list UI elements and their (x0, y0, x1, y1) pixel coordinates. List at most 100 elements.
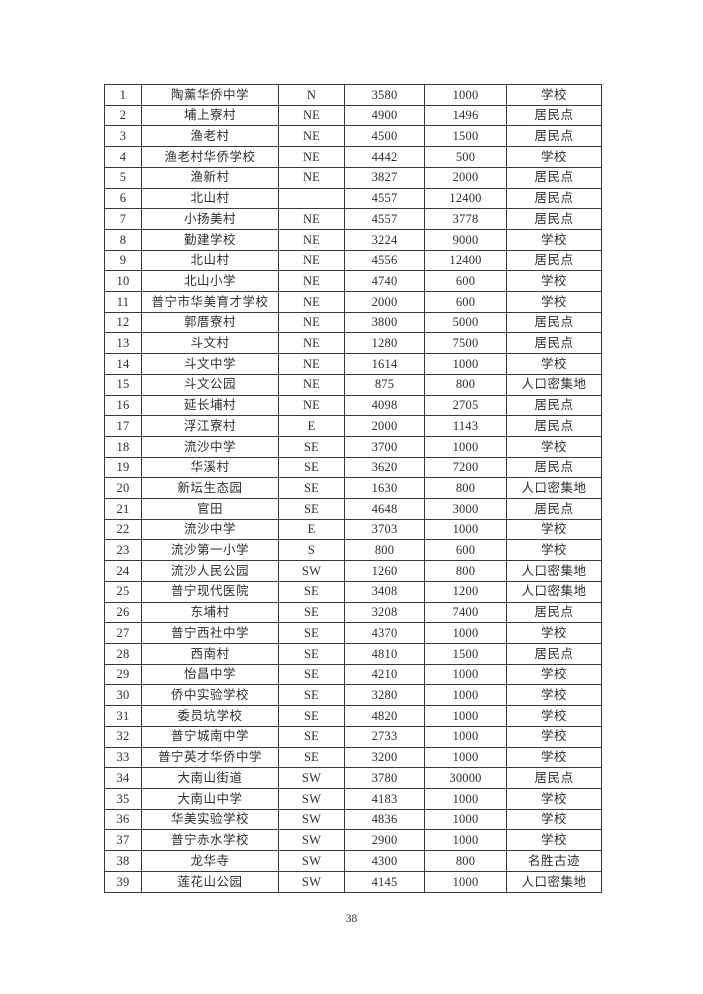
cell-value-2: 600 (424, 291, 507, 313)
table-row: 8 勤建学校 NE 3224 9000 学校 (104, 228, 602, 251)
cell-value-1: 3800 (344, 311, 425, 334)
cell-value-1: 3580 (344, 84, 425, 106)
cell-serial-number: 11 (104, 291, 142, 313)
cell-category: 学校 (506, 539, 602, 562)
table-row: 15 斗文公园 NE 875 800 人口密集地 (104, 373, 602, 396)
cell-direction: SE (278, 601, 345, 624)
cell-category: 学校 (506, 829, 602, 852)
table-row: 13 斗文村 NE 1280 7500 居民点 (104, 332, 602, 355)
table-row: 12 郭厝寮村 NE 3800 5000 居民点 (104, 311, 602, 334)
table-row: 35 大南山中学 SW 4183 1000 学校 (104, 787, 602, 810)
table-row: 30 侨中实验学校 SE 3280 1000 学校 (104, 684, 602, 707)
cell-value-1: 1630 (344, 477, 425, 500)
cell-category: 学校 (506, 353, 602, 375)
cell-serial-number: 18 (104, 435, 142, 458)
cell-category: 学校 (506, 684, 602, 707)
cell-direction: SE (278, 642, 345, 665)
cell-direction: NE (278, 125, 345, 148)
cell-serial-number: 34 (104, 767, 142, 789)
cell-serial-number: 14 (104, 353, 142, 375)
cell-value-1: 4500 (344, 125, 425, 148)
cell-category: 学校 (506, 725, 602, 748)
cell-site-name: 怡昌中学 (141, 663, 279, 686)
cell-category: 学校 (506, 228, 602, 251)
cell-site-name: 官田 (141, 498, 279, 520)
cell-serial-number: 30 (104, 684, 142, 707)
cell-serial-number: 19 (104, 456, 142, 479)
cell-serial-number: 29 (104, 663, 142, 686)
table-row: 34 大南山街道 SW 3780 30000 居民点 (104, 767, 602, 789)
cell-value-2: 12400 (424, 187, 507, 210)
cell-value-2: 600 (424, 270, 507, 293)
cell-category: 居民点 (506, 332, 602, 355)
cell-value-1: 875 (344, 373, 425, 396)
cell-serial-number: 27 (104, 622, 142, 644)
cell-value-2: 1000 (424, 787, 507, 810)
cell-value-1: 3780 (344, 767, 425, 789)
table-row: 22 流沙中学 E 3703 1000 学校 (104, 518, 602, 541)
cell-direction: SE (278, 684, 345, 707)
poi-table: 1 陶薰华侨中学 N 3580 1000 学校 2 埔上寮村 NE 4900 1… (104, 84, 602, 894)
cell-value-1: 4900 (344, 104, 425, 127)
cell-serial-number: 13 (104, 332, 142, 355)
cell-direction: NE (278, 332, 345, 355)
cell-category: 人口密集地 (506, 580, 602, 603)
cell-category: 学校 (506, 663, 602, 686)
cell-category: 居民点 (506, 104, 602, 127)
table-row: 20 新坛生态园 SE 1630 800 人口密集地 (104, 477, 602, 500)
cell-value-2: 1500 (424, 642, 507, 665)
cell-site-name: 莲花山公园 (141, 870, 279, 894)
table-row: 27 普宁西社中学 SE 4370 1000 学校 (104, 622, 602, 644)
cell-serial-number: 20 (104, 477, 142, 500)
table-row: 26 东埔村 SE 3208 7400 居民点 (104, 601, 602, 624)
cell-value-2: 1500 (424, 125, 507, 148)
cell-category: 居民点 (506, 187, 602, 210)
table-row: 31 委员坑学校 SE 4820 1000 学校 (104, 705, 602, 727)
cell-value-2: 1000 (424, 684, 507, 707)
cell-direction: NE (278, 104, 345, 127)
cell-site-name: 大南山街道 (141, 767, 279, 789)
cell-direction: E (278, 415, 345, 437)
table-row: 5 渔新村 NE 3827 2000 居民点 (104, 166, 602, 189)
cell-site-name: 斗文村 (141, 332, 279, 355)
cell-direction: NE (278, 291, 345, 313)
cell-value-2: 800 (424, 850, 507, 872)
table-row: 38 龙华寺 SW 4300 800 名胜古迹 (104, 850, 602, 872)
cell-value-1: 4648 (344, 498, 425, 520)
table-row: 23 流沙第一小学 S 800 600 学校 (104, 539, 602, 562)
cell-serial-number: 6 (104, 187, 142, 210)
table-row: 25 普宁现代医院 SE 3408 1200 人口密集地 (104, 580, 602, 603)
cell-value-2: 800 (424, 477, 507, 500)
cell-value-1: 3703 (344, 518, 425, 541)
cell-value-1: 3408 (344, 580, 425, 603)
cell-site-name: 新坛生态园 (141, 477, 279, 500)
cell-direction: SE (278, 725, 345, 748)
cell-site-name: 渔新村 (141, 166, 279, 189)
cell-serial-number: 21 (104, 498, 142, 520)
cell-value-2: 1000 (424, 435, 507, 458)
cell-value-2: 1143 (424, 415, 507, 437)
cell-value-1: 2000 (344, 415, 425, 437)
cell-value-1: 4098 (344, 394, 425, 417)
cell-value-2: 7200 (424, 456, 507, 479)
table-row: 16 延长埔村 NE 4098 2705 居民点 (104, 394, 602, 417)
cell-category: 居民点 (506, 642, 602, 665)
cell-direction: NE (278, 353, 345, 375)
cell-value-2: 1000 (424, 808, 507, 831)
cell-value-2: 3000 (424, 498, 507, 520)
table-row: 24 流沙人民公园 SW 1260 800 人口密集地 (104, 560, 602, 582)
table-row: 21 官田 SE 4648 3000 居民点 (104, 498, 602, 520)
cell-category: 学校 (506, 435, 602, 458)
cell-value-2: 1000 (424, 353, 507, 375)
cell-value-2: 12400 (424, 249, 507, 272)
cell-direction: S (278, 539, 345, 562)
cell-direction: NE (278, 373, 345, 396)
cell-serial-number: 22 (104, 518, 142, 541)
cell-value-2: 1000 (424, 725, 507, 748)
cell-category: 学校 (506, 518, 602, 541)
cell-value-2: 1000 (424, 746, 507, 769)
cell-value-2: 600 (424, 539, 507, 562)
cell-value-1: 4442 (344, 146, 425, 168)
cell-site-name: 埔上寮村 (141, 104, 279, 127)
